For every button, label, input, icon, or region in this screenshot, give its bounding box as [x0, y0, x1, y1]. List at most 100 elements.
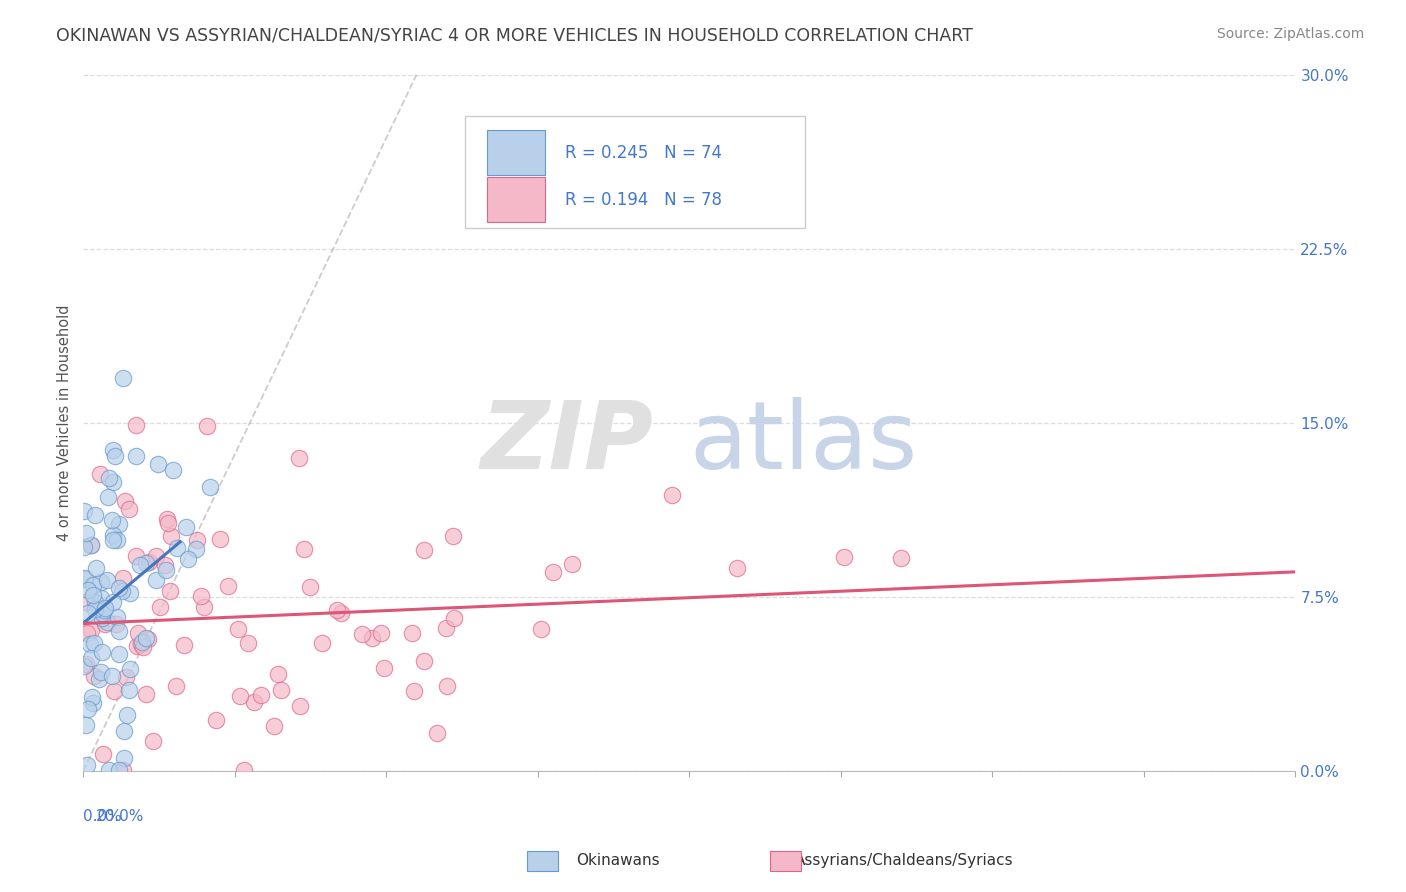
Point: [75, 525, 97, 540]
Text: 0.0%: 0.0%: [83, 809, 122, 824]
Point: [288, 698, 311, 713]
Point: [229, 689, 252, 703]
Point: [412, 543, 434, 558]
Point: [107, 647, 129, 661]
Point: [77, 606, 100, 620]
Point: [156, 516, 179, 530]
Point: [97, 471, 120, 485]
Point: [131, 635, 153, 649]
Text: atlas: atlas: [689, 398, 918, 490]
Point: [108, 624, 131, 639]
Point: [166, 541, 188, 555]
Point: [76, 626, 98, 640]
Point: [82, 577, 104, 591]
Point: [96, 574, 118, 588]
Point: [298, 580, 321, 594]
Point: [91, 747, 114, 761]
Point: [193, 599, 215, 614]
Point: [195, 419, 218, 434]
Point: [107, 581, 129, 595]
Point: [404, 684, 426, 698]
Point: [101, 443, 124, 458]
Point: [84, 508, 107, 522]
Point: [76, 702, 98, 716]
Point: [76, 758, 98, 772]
Point: [80, 690, 103, 705]
Point: [90, 575, 112, 590]
Point: [114, 494, 136, 508]
Point: [373, 661, 395, 675]
Point: [218, 579, 240, 593]
Point: [103, 450, 125, 464]
Point: [98, 763, 121, 777]
Point: [93, 603, 115, 617]
Point: [103, 683, 125, 698]
Point: [401, 626, 423, 640]
Point: [131, 637, 153, 651]
Point: [155, 563, 177, 577]
Point: [226, 622, 249, 636]
Point: [153, 558, 176, 573]
Point: [84, 561, 107, 575]
Point: [79, 538, 101, 552]
Point: [103, 475, 125, 490]
Point: [136, 632, 159, 647]
Point: [101, 528, 124, 542]
Point: [198, 480, 221, 494]
Text: OKINAWAN VS ASSYRIAN/CHALDEAN/SYRIAC 4 OR MORE VEHICLES IN HOUSEHOLD CORRELATION: OKINAWAN VS ASSYRIAN/CHALDEAN/SYRIAC 4 O…: [56, 27, 973, 45]
Point: [108, 516, 131, 531]
Point: [89, 673, 111, 687]
Point: [103, 533, 125, 548]
Point: [115, 707, 138, 722]
Point: [112, 571, 135, 585]
Point: [186, 533, 208, 547]
Point: [243, 695, 266, 709]
Point: [93, 617, 115, 632]
Point: [83, 669, 105, 683]
Point: [91, 607, 114, 621]
Point: [541, 565, 564, 579]
Point: [288, 450, 311, 465]
Point: [127, 625, 149, 640]
Point: [105, 533, 128, 547]
Point: [292, 541, 315, 556]
Point: [350, 627, 373, 641]
Point: [118, 682, 141, 697]
Point: [118, 585, 141, 599]
Point: [101, 513, 124, 527]
Point: [177, 551, 200, 566]
Point: [77, 582, 100, 597]
Point: [80, 650, 103, 665]
Text: 20.0%: 20.0%: [96, 809, 143, 824]
Point: [91, 611, 114, 625]
Point: [83, 635, 105, 649]
Point: [73, 540, 96, 554]
Point: [426, 726, 449, 740]
Point: [124, 549, 146, 563]
Point: [725, 561, 748, 575]
Point: [101, 595, 124, 609]
Point: [101, 668, 124, 682]
Point: [159, 583, 181, 598]
Point: [114, 670, 136, 684]
Point: [80, 624, 103, 638]
Point: [129, 558, 152, 572]
Point: [146, 457, 169, 471]
Point: [118, 501, 141, 516]
Point: [73, 504, 96, 518]
Point: [112, 723, 135, 738]
Point: [83, 595, 105, 609]
Point: [561, 558, 583, 572]
Y-axis label: 4 or more Vehicles in Household: 4 or more Vehicles in Household: [58, 304, 72, 541]
Point: [661, 488, 683, 502]
Point: [80, 538, 103, 552]
Point: [75, 718, 97, 732]
Point: [232, 763, 254, 777]
Point: [112, 751, 135, 765]
Point: [82, 588, 104, 602]
Text: R = 0.194   N = 78: R = 0.194 N = 78: [565, 191, 721, 209]
Point: [110, 584, 132, 599]
Point: [135, 557, 157, 571]
Point: [135, 687, 157, 701]
Text: Assyrians/Chaldeans/Syriacs: Assyrians/Chaldeans/Syriacs: [794, 854, 1012, 868]
